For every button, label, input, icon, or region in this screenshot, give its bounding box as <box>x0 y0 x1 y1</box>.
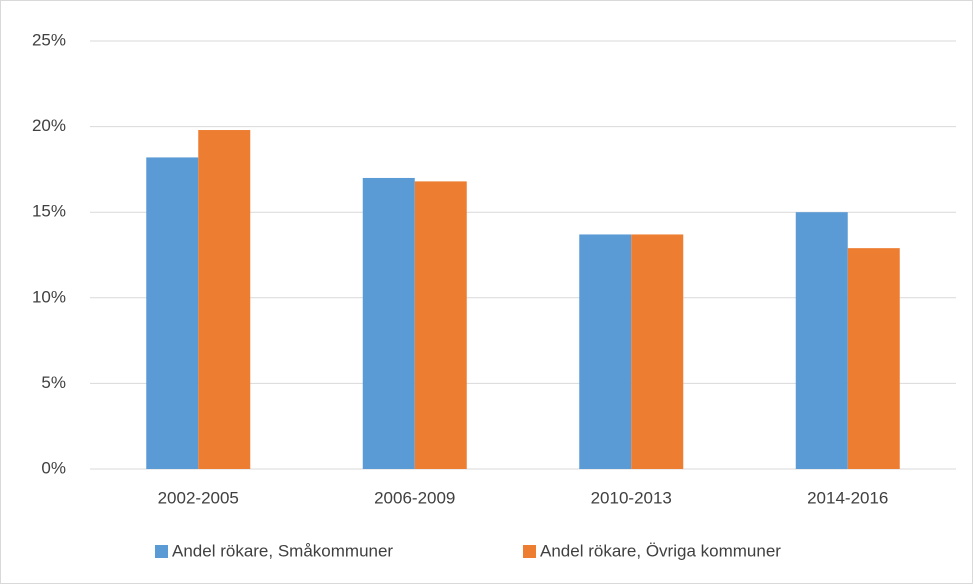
y-tick-label: 0% <box>41 458 66 477</box>
bar <box>146 157 199 469</box>
legend-label: Andel rökare, Övriga kommuner <box>540 541 781 560</box>
y-tick-label: 15% <box>32 202 66 221</box>
bar <box>579 234 632 469</box>
x-tick-label: 2010-2013 <box>591 488 672 507</box>
legend-swatch <box>523 545 536 558</box>
bar <box>414 181 467 469</box>
bar <box>631 234 684 469</box>
bar <box>362 177 415 469</box>
y-tick-label: 10% <box>32 287 66 306</box>
y-tick-label: 5% <box>41 373 66 392</box>
legend-label: Andel rökare, Småkommuner <box>172 541 393 560</box>
x-tick-label: 2014-2016 <box>807 488 888 507</box>
legend-swatch <box>155 545 168 558</box>
x-tick-label: 2002-2005 <box>158 488 239 507</box>
bar <box>198 130 251 470</box>
y-tick-label: 25% <box>32 30 66 49</box>
y-tick-label: 20% <box>32 116 66 135</box>
bar <box>795 212 848 469</box>
bar <box>847 248 900 469</box>
x-tick-label: 2006-2009 <box>374 488 455 507</box>
